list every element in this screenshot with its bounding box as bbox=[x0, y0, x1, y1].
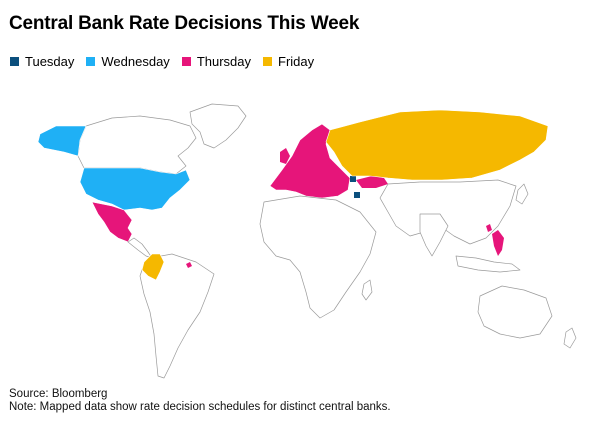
legend-swatch-thursday bbox=[181, 56, 191, 66]
legend-swatch-tuesday bbox=[10, 56, 19, 66]
map-region-africa bbox=[259, 195, 377, 319]
map-region-mexico bbox=[91, 201, 133, 243]
map-region-greenland bbox=[189, 103, 247, 149]
map-region-turkey bbox=[356, 176, 388, 188]
map-region-madagascar bbox=[361, 279, 373, 301]
legend-label-wednesday: Wednesday bbox=[101, 53, 170, 69]
legend-swatch-wednesday bbox=[86, 56, 96, 66]
legend-item-tuesday: Tuesday bbox=[10, 54, 74, 69]
legend-item-wednesday: Wednesday bbox=[86, 53, 170, 69]
map-region-azerbaijan bbox=[354, 192, 360, 198]
map-region-japan bbox=[515, 183, 529, 205]
legend: Tuesday Wednesday Thursday Friday bbox=[10, 53, 326, 69]
map-region-canada bbox=[77, 115, 197, 175]
map-region-se-asia bbox=[455, 255, 521, 273]
map-region-trinidad bbox=[186, 262, 192, 268]
map-region-india bbox=[419, 213, 449, 257]
legend-label-tuesday: Tuesday bbox=[25, 53, 75, 69]
map-region-australia bbox=[477, 285, 553, 339]
legend-item-friday: Friday bbox=[263, 54, 314, 69]
source-text: Source: Bloomberg bbox=[9, 388, 108, 400]
map-region-central-america bbox=[127, 237, 153, 259]
footer: Source: Bloomberg Note: Mapped data show… bbox=[9, 388, 391, 414]
map-region-uk bbox=[280, 148, 290, 164]
legend-label-friday: Friday bbox=[278, 53, 315, 69]
legend-item-thursday: Thursday bbox=[181, 53, 252, 69]
map-region-georgia bbox=[350, 176, 356, 182]
map-region-south-america bbox=[139, 253, 215, 379]
map-region-philippines bbox=[492, 230, 504, 256]
world-map bbox=[37, 103, 577, 379]
map-region-asia bbox=[379, 179, 517, 245]
map-region-usa bbox=[79, 167, 191, 211]
page-title: Central Bank Rate Decisions This Week bbox=[9, 13, 360, 34]
map-region-russia bbox=[325, 109, 549, 181]
legend-swatch-friday bbox=[263, 56, 273, 66]
map-region-colombia bbox=[141, 253, 165, 281]
map-region-new-zealand bbox=[563, 327, 577, 349]
map-region-taiwan bbox=[486, 224, 492, 232]
map-region-alaska bbox=[37, 125, 87, 157]
map-region-europe bbox=[269, 123, 351, 199]
legend-label-thursday: Thursday bbox=[196, 53, 252, 69]
note-text: Note: Mapped data show rate decision sch… bbox=[9, 401, 391, 413]
